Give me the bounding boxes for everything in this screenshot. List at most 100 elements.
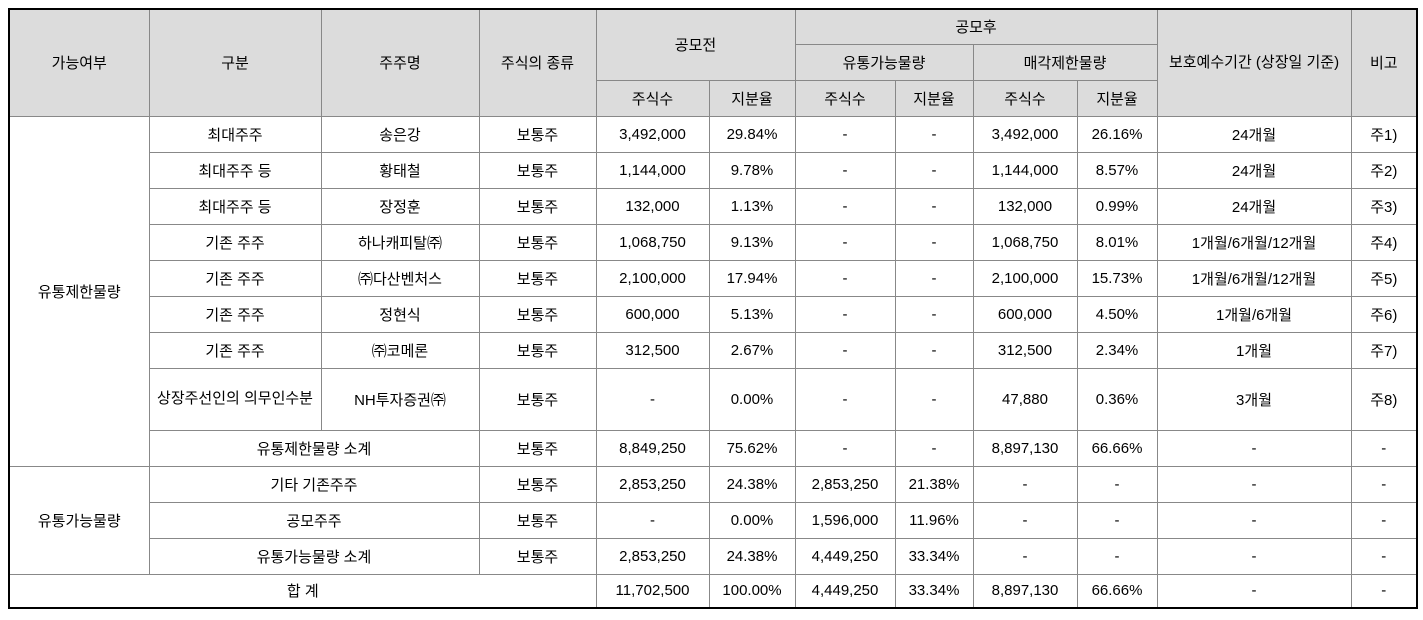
cell-lockup-period: -	[1156, 537, 1352, 575]
cell-tradable-ratio: -	[894, 331, 974, 369]
cell-note: 주1)	[1350, 115, 1418, 153]
cell-pre-ratio: 75.62%	[708, 429, 796, 467]
cell-pre-shares: -	[595, 501, 710, 539]
cell-category: 기존 주주	[148, 331, 322, 369]
cell-note: -	[1350, 573, 1418, 609]
header-share-type: 주식의 종류	[478, 8, 597, 117]
cell-shareholder: ㈜다산벤처스	[320, 259, 480, 297]
cell-restricted-ratio: 0.36%	[1076, 367, 1158, 431]
cell-share-type: 보통주	[478, 151, 597, 189]
header-shareholder: 주주명	[320, 8, 480, 117]
cell-note: 주5)	[1350, 259, 1418, 297]
cell-tradable-ratio: -	[894, 115, 974, 153]
cell-tradable-ratio: -	[894, 151, 974, 189]
cell-pre-shares: 600,000	[595, 295, 710, 333]
cell-restricted-ratio: 8.57%	[1076, 151, 1158, 189]
cell-pre-shares: 8,849,250	[595, 429, 710, 467]
cell-tradable-shares: -	[794, 223, 896, 261]
cell-share-type: 보통주	[478, 259, 597, 297]
cell-tradable-shares: 4,449,250	[794, 573, 896, 609]
cell-lockup-period: 1개월/6개월/12개월	[1156, 259, 1352, 297]
cell-pre-shares: 2,853,250	[595, 537, 710, 575]
header-restricted-shares: 주식수	[972, 79, 1078, 117]
cell-lockup-period: 24개월	[1156, 151, 1352, 189]
cell-lockup-period: -	[1156, 573, 1352, 609]
cell-note: 주4)	[1350, 223, 1418, 261]
cell-restricted-ratio: 66.66%	[1076, 573, 1158, 609]
cell-lockup-period: 24개월	[1156, 187, 1352, 225]
cell-restricted-ratio: 8.01%	[1076, 223, 1158, 261]
cell-note: -	[1350, 537, 1418, 575]
cell-pre-shares: 132,000	[595, 187, 710, 225]
cell-tradable-shares: -	[794, 151, 896, 189]
header-tradable-shares: 주식수	[794, 79, 896, 117]
cell-lockup-period: 1개월/6개월	[1156, 295, 1352, 333]
cell-tradable-ratio: -	[894, 223, 974, 261]
cell-pre-shares: 2,100,000	[595, 259, 710, 297]
header-pre-shares: 주식수	[595, 79, 710, 117]
cell-pre-shares: 312,500	[595, 331, 710, 369]
cell-restricted-shares: 8,897,130	[972, 429, 1078, 467]
table-body: 유통제한물량 최대주주 송은강 보통주 3,492,000 29.84% - -…	[8, 115, 1418, 609]
cell-shareholder: 황태철	[320, 151, 480, 189]
cell-share-type: 보통주	[478, 115, 597, 153]
cell-lockup-period: -	[1156, 465, 1352, 503]
cell-restricted-shares: 312,500	[972, 331, 1078, 369]
header-restricted-ratio: 지분율	[1076, 79, 1158, 117]
cell-row-label: 기타 기존주주	[148, 465, 480, 503]
cell-tradable-ratio: 33.34%	[894, 573, 974, 609]
cell-tradable-ratio: -	[894, 259, 974, 297]
cell-category: 기존 주주	[148, 259, 322, 297]
cell-restricted-shares: 600,000	[972, 295, 1078, 333]
cell-share-type: 보통주	[478, 295, 597, 333]
table-row: 기존 주주 하나캐피탈㈜ 보통주 1,068,750 9.13% - - 1,0…	[9, 223, 1418, 261]
header-category: 구분	[148, 8, 322, 117]
cell-restricted-ratio: -	[1076, 465, 1158, 503]
cell-tradable-ratio: 21.38%	[894, 465, 974, 503]
group-restricted-label: 유통제한물량	[8, 115, 150, 467]
cell-subtotal-label: 유통제한물량 소계	[148, 429, 480, 467]
cell-pre-ratio: 29.84%	[708, 115, 796, 153]
header-lockup-period: 보호예수기간 (상장일 기준)	[1156, 8, 1352, 117]
cell-share-type: 보통주	[478, 367, 597, 431]
cell-lockup-period: 3개월	[1156, 367, 1352, 431]
cell-pre-ratio: 24.38%	[708, 465, 796, 503]
cell-pre-ratio: 100.00%	[708, 573, 796, 609]
cell-restricted-ratio: -	[1076, 537, 1158, 575]
cell-category: 기존 주주	[148, 223, 322, 261]
table-row: 유통가능물량 기타 기존주주 보통주 2,853,250 24.38% 2,85…	[8, 465, 1418, 575]
cell-pre-shares: 11,702,500	[595, 573, 710, 609]
cell-tradable-shares: -	[794, 187, 896, 225]
cell-share-type: 보통주	[478, 187, 597, 225]
cell-note: 주2)	[1350, 151, 1418, 189]
cell-shareholder: 송은강	[320, 115, 480, 153]
cell-tradable-ratio: -	[894, 367, 974, 431]
header-pre-ratio: 지분율	[708, 79, 796, 117]
cell-tradable-ratio: 11.96%	[894, 501, 974, 539]
cell-tradable-ratio: -	[894, 429, 974, 467]
cell-shareholder: NH투자증권㈜	[320, 367, 480, 431]
cell-tradable-ratio: -	[894, 295, 974, 333]
cell-restricted-ratio: 4.50%	[1076, 295, 1158, 333]
subtotal-row-tradable: 유통가능물량 소계 보통주 2,853,250 24.38% 4,449,250…	[9, 537, 1418, 575]
cell-pre-shares: -	[595, 367, 710, 431]
cell-tradable-ratio: 33.34%	[894, 537, 974, 575]
cell-tradable-ratio: -	[894, 187, 974, 225]
cell-pre-ratio: 0.00%	[708, 501, 796, 539]
cell-pre-ratio: 24.38%	[708, 537, 796, 575]
cell-category: 최대주주	[148, 115, 322, 153]
cell-subtotal-label: 유통가능물량 소계	[148, 537, 480, 575]
cell-note: 주8)	[1350, 367, 1418, 431]
cell-restricted-ratio: 15.73%	[1076, 259, 1158, 297]
header-tradable-ratio: 지분율	[894, 79, 974, 117]
cell-category: 기존 주주	[148, 295, 322, 333]
cell-pre-shares: 1,068,750	[595, 223, 710, 261]
cell-note: -	[1350, 465, 1418, 503]
cell-pre-shares: 1,144,000	[595, 151, 710, 189]
header-tradable-group: 유통가능물량	[794, 43, 974, 81]
header-pre-offering: 공모전	[595, 8, 796, 81]
cell-note: 주6)	[1350, 295, 1418, 333]
header-post-offering: 공모후	[794, 8, 1158, 45]
cell-note: 주7)	[1350, 331, 1418, 369]
